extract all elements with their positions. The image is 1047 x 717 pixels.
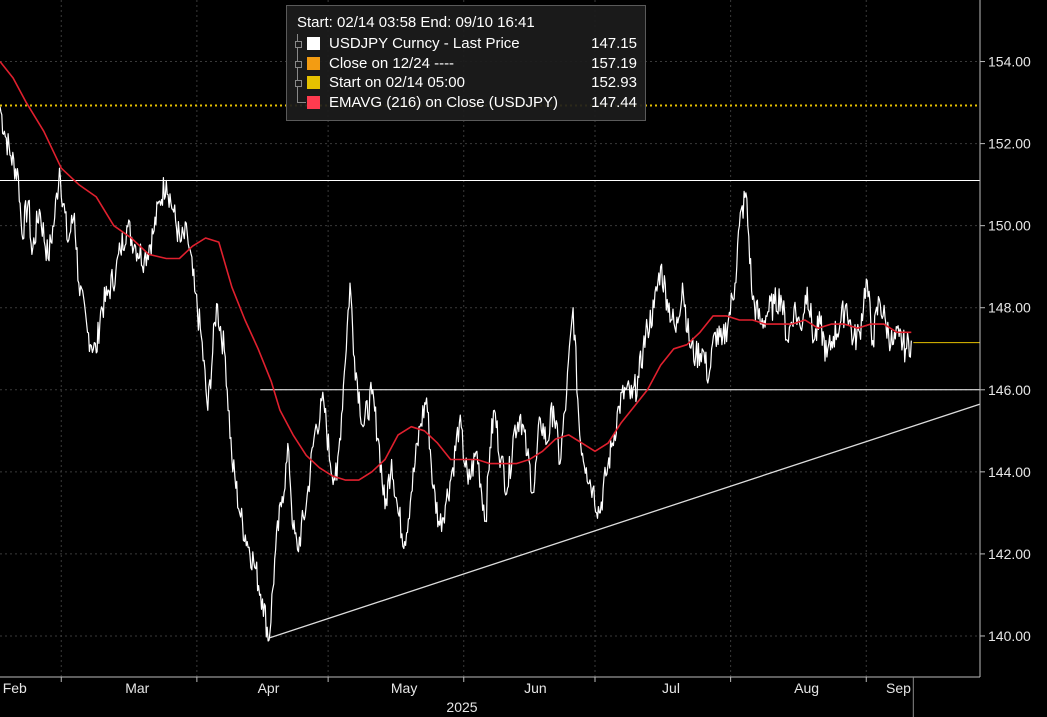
y-tick-label-7: 154.00 — [988, 54, 1031, 70]
x-tick-label-may: May — [391, 680, 417, 696]
legend-value-last-price: 147.15 — [591, 35, 637, 52]
x-tick-label-aug: Aug — [794, 680, 819, 696]
x-year-label: 2025 — [446, 699, 477, 715]
x-tick-label-apr: Apr — [258, 680, 280, 696]
legend-period: Start: 02/14 03:58 End: 09/10 16:41 — [297, 14, 535, 31]
legend-item-last-price: USDJPY Curncy - Last Price 147.15 — [295, 34, 637, 54]
y-tick-label-5: 150.00 — [988, 218, 1031, 234]
legend-swatch-last-price — [307, 37, 320, 50]
legend-label-close: Close on 12/24 ---- — [329, 54, 455, 72]
legend-swatch-start — [307, 76, 320, 89]
y-tick-label-6: 152.00 — [988, 136, 1031, 152]
legend-value-close: 157.19 — [591, 54, 637, 72]
series-last-price — [0, 106, 912, 642]
legend-value-ema: 147.44 — [591, 93, 637, 111]
legend-item-close: Close on 12/24 ---- 157.19 — [295, 53, 637, 73]
legend-label-last-price: USDJPY Curncy - Last Price — [329, 35, 520, 52]
legend-label-start: Start on 02/14 05:00 — [329, 74, 465, 91]
y-tick-label-1: 142.00 — [988, 546, 1031, 562]
series-lines — [0, 61, 912, 642]
trend-line — [268, 403, 981, 639]
x-tick-label-feb: Feb — [3, 680, 27, 696]
x-tick-label-mar: Mar — [125, 680, 149, 696]
legend-item-start: Start on 02/14 05:00 152.93 — [295, 73, 637, 93]
x-tick-label-jun: Jun — [524, 680, 547, 696]
legend-label-ema: EMAVG (216) on Close (USDJPY) — [329, 93, 558, 111]
series-ema — [0, 61, 912, 481]
legend-box: Start: 02/14 03:58 End: 09/10 16:41 USDJ… — [286, 5, 646, 121]
legend-swatch-close — [307, 56, 320, 70]
x-tick-label-sep: Sep — [886, 680, 911, 696]
x-tick-label-jul: Jul — [662, 680, 680, 696]
y-tick-label-4: 148.00 — [988, 300, 1031, 316]
legend-item-ema: EMAVG (216) on Close (USDJPY) 147.44 — [297, 92, 637, 113]
y-tick-label-0: 140.00 — [988, 628, 1031, 644]
y-tick-label-3: 146.00 — [988, 382, 1031, 398]
legend-swatch-ema — [307, 95, 320, 109]
y-tick-label-2: 144.00 — [988, 464, 1031, 480]
legend-value-start: 152.93 — [591, 74, 637, 91]
level-lines — [0, 104, 981, 639]
